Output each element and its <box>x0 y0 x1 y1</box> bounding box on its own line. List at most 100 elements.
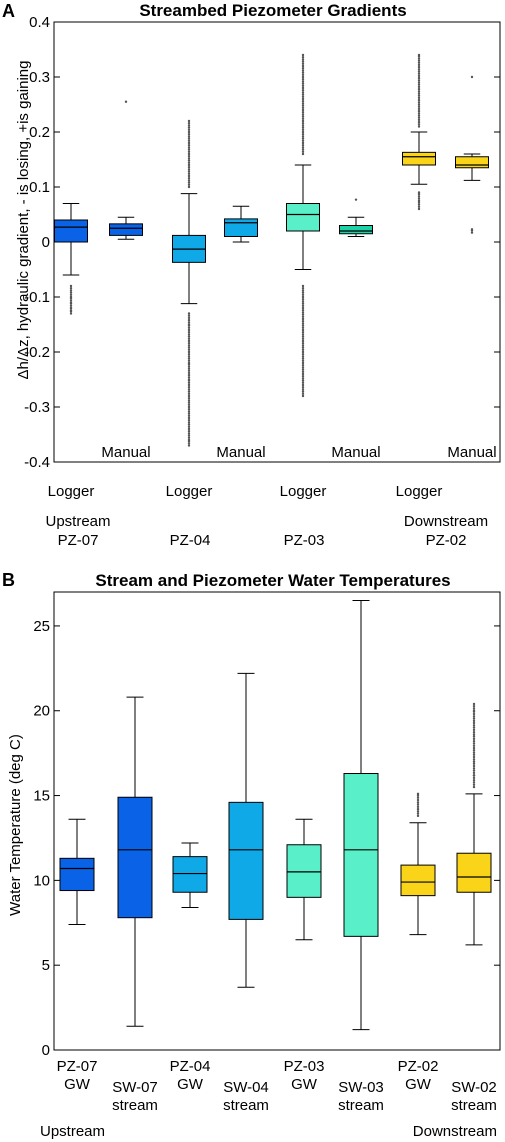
box-body <box>59 857 95 892</box>
outlier-point <box>69 306 73 310</box>
outlier-point <box>472 733 476 736</box>
group-label-line1: Downstream <box>404 513 488 530</box>
outlier-point <box>187 177 191 180</box>
outlier-point <box>301 82 305 85</box>
panel-a-letter: A <box>2 1 15 21</box>
outlier-point <box>417 114 421 117</box>
outlier-point <box>69 299 73 302</box>
outlier-point <box>301 75 305 79</box>
outlier-point <box>417 70 421 73</box>
outlier-point <box>301 357 305 360</box>
outlier-point <box>187 425 191 428</box>
outlier-point <box>472 724 476 727</box>
a-box-6 <box>339 198 373 237</box>
outlier-point <box>472 753 476 756</box>
outlier-point <box>301 342 305 345</box>
category-label: Manual <box>216 444 265 461</box>
a-box-4 <box>224 205 258 243</box>
outlier-point <box>301 58 305 61</box>
outlier-point <box>187 133 191 136</box>
outlier-point <box>417 125 421 128</box>
outlier-point <box>69 295 73 299</box>
box-body <box>224 218 258 237</box>
outlier-point <box>470 228 474 231</box>
a-ytick-label: 0.1 <box>29 179 50 196</box>
outlier-point <box>472 774 476 777</box>
outlier-point <box>472 702 476 706</box>
outlier-point <box>187 427 191 431</box>
outlier-point <box>301 130 305 134</box>
outlier-point <box>187 403 191 406</box>
outlier-point <box>417 53 421 57</box>
outlier-point <box>301 375 305 378</box>
outlier-point <box>187 421 191 424</box>
panel-b-y-ticks: 0 5 10 15 20 25 <box>33 618 500 1059</box>
outlier-point <box>472 760 476 763</box>
a-ytick-label: -0.3 <box>24 399 50 416</box>
outlier-point <box>187 348 191 351</box>
outlier-point <box>417 203 421 206</box>
outlier-point <box>187 335 191 338</box>
outlier-point <box>187 355 191 358</box>
outlier-point <box>301 113 305 116</box>
outlier-point <box>301 71 305 74</box>
outlier-point <box>301 91 305 94</box>
outlier-point <box>187 367 191 370</box>
outlier-point <box>472 769 476 772</box>
outlier-point <box>187 126 191 129</box>
outlier-point <box>416 803 420 806</box>
outlier-point <box>301 320 305 323</box>
category-label-line2: stream <box>112 1097 158 1114</box>
outlier-point <box>187 430 191 433</box>
group-label-line2: PZ-03 <box>284 532 325 549</box>
box-body <box>109 223 143 236</box>
outlier-point <box>301 328 305 332</box>
outlier-point <box>187 316 191 320</box>
category-label-line1: SW-02 <box>451 1079 497 1096</box>
outlier-point <box>187 412 191 415</box>
outlier-point <box>472 781 476 784</box>
outlier-point <box>187 331 191 334</box>
category-label-line1: SW-07 <box>112 1079 158 1096</box>
outlier-point <box>187 174 191 178</box>
outlier-point <box>301 126 305 129</box>
outlier-point <box>417 109 421 113</box>
box-body <box>455 156 489 169</box>
outlier-point <box>472 735 476 738</box>
group-label-line2: PZ-04 <box>170 532 211 549</box>
outlier-point <box>301 353 305 356</box>
outlier-point <box>472 751 476 754</box>
category-label: Logger <box>48 483 95 500</box>
group-label-line2: PZ-02 <box>426 532 467 549</box>
box-body <box>54 219 88 243</box>
outlier-point <box>187 155 191 158</box>
outlier-point <box>301 100 305 103</box>
outlier-point <box>417 191 421 194</box>
outlier-point <box>417 192 421 196</box>
outlier-point <box>187 326 191 329</box>
outlier-point <box>187 432 191 435</box>
b-box-2 <box>117 696 153 1027</box>
outlier-point <box>187 369 191 372</box>
outlier-point <box>301 304 305 307</box>
outlier-point <box>301 293 305 296</box>
outlier-point <box>416 801 420 804</box>
outlier-point <box>187 124 191 127</box>
outlier-point <box>417 120 421 124</box>
outlier-point <box>301 388 305 391</box>
outlier-point <box>187 361 191 365</box>
outlier-point <box>187 373 191 377</box>
a-ytick-label: 0 <box>42 234 50 251</box>
outlier-point <box>417 63 421 67</box>
outlier-point <box>301 148 305 151</box>
outlier-point <box>301 69 305 72</box>
outlier-point <box>187 344 191 347</box>
outlier-point <box>301 108 305 112</box>
outlier-point <box>301 80 305 83</box>
box-body <box>172 856 208 893</box>
outlier-point <box>187 130 191 134</box>
outlier-point <box>472 783 476 786</box>
outlier-point <box>417 85 421 89</box>
outlier-point <box>301 381 305 384</box>
